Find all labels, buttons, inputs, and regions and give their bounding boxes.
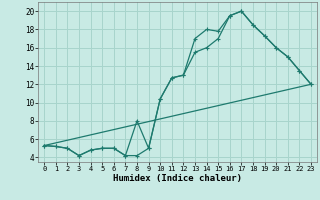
X-axis label: Humidex (Indice chaleur): Humidex (Indice chaleur) [113,174,242,183]
